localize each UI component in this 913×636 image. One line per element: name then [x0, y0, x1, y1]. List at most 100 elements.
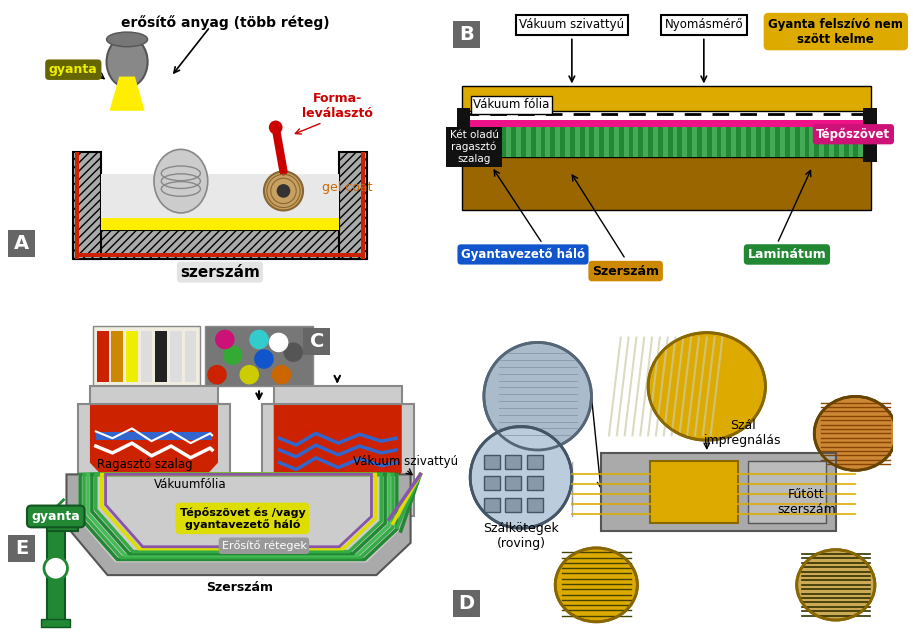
Bar [765, 127, 771, 156]
Bar [814, 127, 819, 156]
Bar [511, 127, 516, 156]
Bar [619, 127, 624, 156]
Bar [584, 127, 590, 156]
Bar [462, 127, 467, 156]
Bar [834, 127, 839, 156]
Bar [506, 498, 521, 511]
Bar [8, 535, 36, 562]
Text: Vákuum szivattyú: Vákuum szivattyú [353, 455, 458, 467]
Bar [682, 127, 687, 156]
Circle shape [207, 365, 226, 385]
Bar [482, 127, 487, 156]
Bar [545, 127, 551, 156]
Text: E: E [15, 539, 28, 558]
Bar [527, 498, 542, 511]
Bar [601, 453, 835, 531]
Bar [580, 127, 584, 156]
Text: A: A [14, 234, 29, 253]
Bar [47, 523, 65, 621]
Bar [456, 108, 470, 162]
Bar [100, 174, 340, 218]
Text: Fűtött
szerszám: Fűtött szerszám [777, 488, 836, 516]
Bar [453, 21, 480, 48]
Bar [90, 387, 218, 404]
Bar [530, 127, 536, 156]
Bar [804, 127, 810, 156]
Bar [771, 127, 775, 156]
Bar [785, 127, 790, 156]
Bar [41, 619, 70, 627]
Text: Szálkötegek
(roving): Szálkötegek (roving) [483, 522, 559, 550]
Bar [497, 127, 501, 156]
Bar [501, 127, 507, 156]
Polygon shape [67, 474, 411, 575]
Text: erősítő anyag (több réteg): erősítő anyag (több réteg) [121, 15, 330, 30]
Ellipse shape [154, 149, 208, 213]
Text: Tépőszövet: Tépőszövet [816, 128, 890, 141]
Bar [653, 127, 658, 156]
Bar [790, 127, 794, 156]
Text: Ragasztó szalag: Ragasztó szalag [97, 458, 193, 471]
Bar [79, 404, 230, 516]
Circle shape [272, 365, 291, 385]
Circle shape [223, 345, 243, 365]
Text: gyanta: gyanta [49, 63, 98, 76]
Text: D: D [458, 594, 475, 613]
Bar [741, 127, 746, 156]
Bar [472, 127, 477, 156]
Bar [0, 7, 445, 318]
Bar [484, 498, 499, 511]
Bar [484, 455, 499, 469]
Bar [721, 127, 727, 156]
Circle shape [470, 427, 572, 528]
Polygon shape [274, 404, 402, 497]
Bar [462, 120, 871, 127]
Bar [274, 387, 402, 404]
Text: Nyomásmérő: Nyomásmérő [665, 18, 743, 31]
Circle shape [249, 329, 268, 349]
Circle shape [277, 184, 290, 198]
Bar [340, 152, 367, 259]
Bar [711, 127, 717, 156]
Bar [650, 460, 738, 523]
Bar [638, 127, 644, 156]
Bar [477, 127, 482, 156]
Bar [506, 476, 521, 490]
Bar [0, 458, 445, 629]
Bar [829, 127, 834, 156]
Bar [462, 156, 871, 211]
Bar [73, 230, 367, 259]
Bar [858, 127, 863, 156]
Bar [96, 432, 212, 440]
Bar [794, 127, 800, 156]
Text: Szál
impregnálás: Szál impregnálás [704, 419, 782, 447]
Bar [609, 127, 614, 156]
Bar [819, 127, 824, 156]
Bar [561, 127, 565, 156]
Text: C: C [310, 332, 324, 351]
Bar [205, 326, 313, 387]
Circle shape [268, 333, 289, 352]
Ellipse shape [814, 396, 897, 470]
Circle shape [239, 365, 259, 385]
Circle shape [484, 342, 592, 450]
Bar [707, 127, 711, 156]
Text: gel coat: gel coat [321, 181, 373, 193]
Bar [73, 152, 100, 259]
Text: Szerszám: Szerszám [593, 265, 659, 277]
Bar [644, 127, 648, 156]
Bar [516, 127, 521, 156]
Bar [848, 127, 854, 156]
Bar [467, 127, 472, 156]
Bar [47, 513, 79, 531]
Bar [648, 127, 653, 156]
Bar [717, 127, 721, 156]
Bar [555, 127, 561, 156]
Polygon shape [110, 76, 144, 111]
Bar [702, 127, 707, 156]
Bar [303, 328, 331, 355]
Circle shape [215, 329, 235, 349]
Text: Forma-
leválasztó: Forma- leválasztó [302, 92, 373, 120]
Bar [75, 152, 79, 259]
Bar [170, 331, 182, 382]
